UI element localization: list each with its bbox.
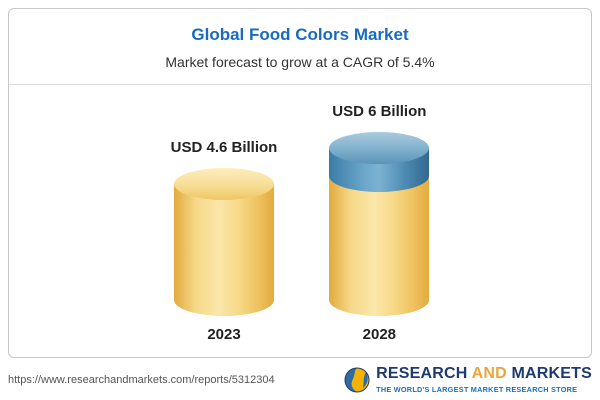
x-axis-label-2023: 2023 xyxy=(207,326,241,343)
bar-value-label-2028: USD 6 Billion xyxy=(332,103,427,120)
page-footer: https://www.researchandmarkets.com/repor… xyxy=(8,365,592,394)
bar-cylinder-2028 xyxy=(329,132,430,316)
header-divider xyxy=(9,84,591,85)
logo-word-markets: MARKETS xyxy=(511,365,592,383)
logo-word-research: RESEARCH xyxy=(376,365,468,383)
logo-text: RESEARCH AND MARKETS THE WORLD'S LARGEST… xyxy=(376,365,592,394)
globe-icon xyxy=(344,367,370,393)
logo-wordmark: RESEARCH AND MARKETS xyxy=(376,365,592,383)
bar-growth-cap-top-2028 xyxy=(329,132,430,164)
source-url[interactable]: https://www.researchandmarkets.com/repor… xyxy=(8,374,275,387)
chart-plot-area: USD 4.6 Billion 2023 USD 6 Billion 2028 xyxy=(9,85,591,357)
researchandmarkets-logo[interactable]: RESEARCH AND MARKETS THE WORLD'S LARGEST… xyxy=(344,365,592,394)
chart-card: Global Food Colors Market Market forecas… xyxy=(8,8,592,358)
bar-group-2023: USD 4.6 Billion 2023 xyxy=(171,139,278,343)
chart-header: Global Food Colors Market Market forecas… xyxy=(9,9,591,85)
logo-word-and: AND xyxy=(471,365,507,383)
bar-body-2023 xyxy=(174,184,274,316)
bar-value-label-2023: USD 4.6 Billion xyxy=(170,139,278,156)
bar-body-2028 xyxy=(329,170,430,316)
bar-cylinder-2023 xyxy=(174,168,274,316)
bar-top-ellipse-2023 xyxy=(174,168,274,200)
bar-group-2028: USD 6 Billion 2028 xyxy=(329,103,430,343)
logo-tagline: THE WORLD'S LARGEST MARKET RESEARCH STOR… xyxy=(376,385,578,394)
chart-subtitle: Market forecast to grow at a CAGR of 5.4… xyxy=(165,54,435,70)
x-axis-label-2028: 2028 xyxy=(362,326,397,343)
chart-title: Global Food Colors Market xyxy=(191,25,409,44)
